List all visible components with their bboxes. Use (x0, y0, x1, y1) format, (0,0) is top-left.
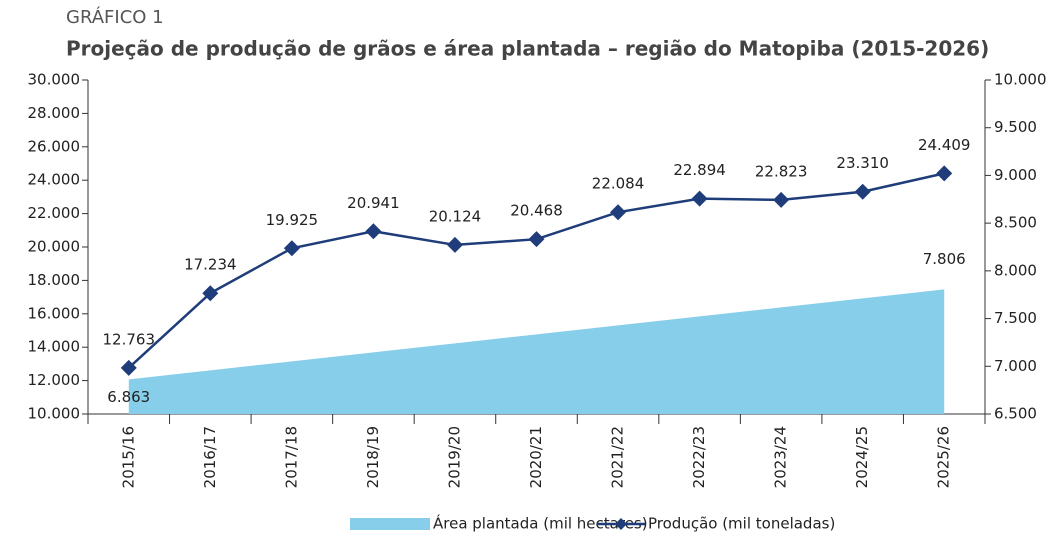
chart-kicker: GRÁFICO 1 (66, 6, 164, 28)
area (128, 289, 945, 414)
marker (365, 223, 382, 240)
data-label: 22.823 (755, 162, 808, 180)
y-tick-label: 20.000 (28, 238, 81, 256)
marker (854, 183, 871, 200)
data-label: 17.234 (184, 256, 237, 274)
data-label: 20.941 (347, 194, 400, 212)
y-tick-label: 16.000 (28, 304, 81, 322)
y-tick-label: 18.000 (28, 271, 81, 289)
legend-label: Produção (mil toneladas) (648, 515, 835, 533)
marker (120, 359, 137, 376)
marker (773, 191, 790, 208)
y2-tick-label: 7.500 (994, 309, 1037, 327)
legend-label: Área plantada (mil hectares) (433, 514, 648, 533)
data-label: 6.863 (107, 388, 150, 406)
y2-tick-label: 9.000 (994, 166, 1037, 184)
legend-marker (615, 518, 627, 530)
data-label: 23.310 (836, 154, 889, 172)
x-tick-label: 2017/18 (282, 426, 300, 488)
x-tick-label: 2019/20 (445, 426, 463, 488)
x-tick-label: 2025/26 (935, 426, 953, 488)
x-tick-label: 2022/23 (690, 426, 708, 488)
y-tick-label: 22.000 (28, 204, 81, 222)
y-tick-label: 10.000 (28, 405, 81, 423)
y-tick-label: 28.000 (28, 104, 81, 122)
data-label: 12.763 (103, 330, 156, 348)
data-label: 20.124 (429, 207, 482, 225)
x-tick-label: 2021/22 (609, 426, 627, 488)
x-tick-label: 2016/17 (201, 426, 219, 488)
x-tick-label: 2015/16 (119, 426, 137, 488)
x-tick-label: 2023/24 (772, 426, 790, 488)
y-tick-label: 12.000 (28, 371, 81, 389)
y2-tick-label: 8.500 (994, 214, 1037, 232)
chart-title: Projeção de produção de grãos e área pla… (66, 37, 989, 61)
y2-tick-label: 6.500 (994, 405, 1037, 423)
marker (446, 236, 463, 253)
marker (610, 204, 627, 221)
data-label: 7.806 (923, 250, 966, 268)
x-tick-label: 2024/25 (853, 426, 871, 488)
x-tick-label: 2018/19 (364, 426, 382, 488)
data-label: 22.084 (592, 175, 645, 193)
y2-tick-label: 7.000 (994, 357, 1037, 375)
data-label: 22.894 (673, 161, 726, 179)
data-label: 24.409 (918, 136, 971, 154)
marker (283, 240, 300, 257)
y-tick-label: 30.000 (28, 71, 81, 89)
marker (528, 231, 545, 248)
marker (202, 285, 219, 302)
y-tick-label: 24.000 (28, 171, 81, 189)
y-tick-label: 14.000 (28, 338, 81, 356)
data-label: 19.925 (266, 211, 319, 229)
x-tick-label: 2020/21 (527, 426, 545, 488)
marker (936, 165, 953, 182)
y2-tick-label: 8.000 (994, 261, 1037, 279)
legend-swatch (350, 518, 430, 530)
y2-tick-label: 10.000 (994, 71, 1047, 89)
y2-tick-label: 9.500 (994, 118, 1037, 136)
data-label: 20.468 (510, 202, 563, 220)
marker (691, 190, 708, 207)
y-tick-label: 26.000 (28, 137, 81, 155)
